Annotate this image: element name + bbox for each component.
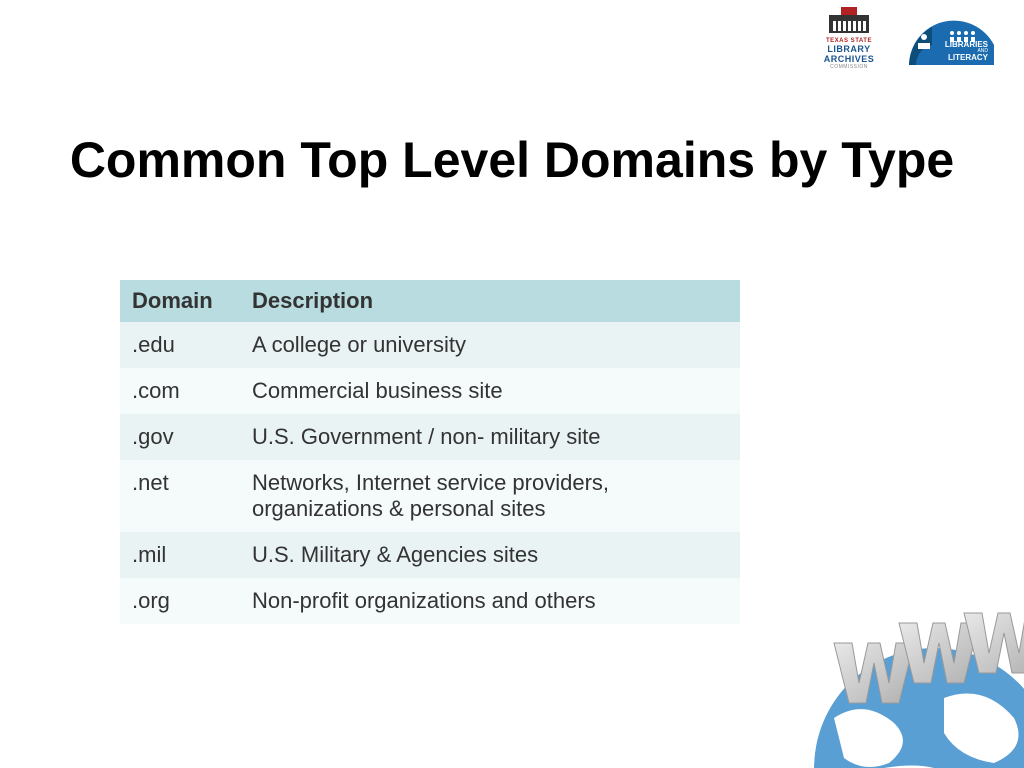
cell-description: Non-profit organizations and others — [240, 578, 740, 624]
table-row: .eduA college or university — [120, 322, 740, 368]
header-logos: TEXAS STATE LIBRARY ARCHIVES COMMISSION … — [814, 15, 994, 70]
logo1-line2: LIBRARY — [827, 44, 870, 54]
libraries-literacy-logo: LIBRARIES AND LITERACY — [904, 15, 994, 70]
col-header-description: Description — [240, 280, 740, 322]
building-icon — [829, 15, 869, 33]
table-row: .milU.S. Military & Agencies sites — [120, 532, 740, 578]
cell-description: U.S. Government / non- military site — [240, 414, 740, 460]
table-row: .comCommercial business site — [120, 368, 740, 414]
table-header-row: Domain Description — [120, 280, 740, 322]
cell-domain: .gov — [120, 414, 240, 460]
domains-table: Domain Description .eduA college or univ… — [120, 280, 740, 624]
cell-description: Commercial business site — [240, 368, 740, 414]
www-globe-icon — [794, 588, 1024, 768]
table-row: .orgNon-profit organizations and others — [120, 578, 740, 624]
cell-domain: .mil — [120, 532, 240, 578]
table-row: .govU.S. Government / non- military site — [120, 414, 740, 460]
col-header-domain: Domain — [120, 280, 240, 322]
cell-domain: .edu — [120, 322, 240, 368]
page-title: Common Top Level Domains by Type — [0, 130, 1024, 190]
cell-description: U.S. Military & Agencies sites — [240, 532, 740, 578]
logo2-line2: LITERACY — [945, 54, 988, 62]
cell-description: Networks, Internet service providers, or… — [240, 460, 740, 532]
logo1-line3: ARCHIVES — [824, 54, 875, 64]
cell-domain: .com — [120, 368, 240, 414]
library-archives-logo: TEXAS STATE LIBRARY ARCHIVES COMMISSION — [814, 15, 884, 70]
cell-domain: .org — [120, 578, 240, 624]
table-row: .netNetworks, Internet service providers… — [120, 460, 740, 532]
cell-description: A college or university — [240, 322, 740, 368]
logo1-line4: COMMISSION — [830, 64, 868, 70]
cell-domain: .net — [120, 460, 240, 532]
